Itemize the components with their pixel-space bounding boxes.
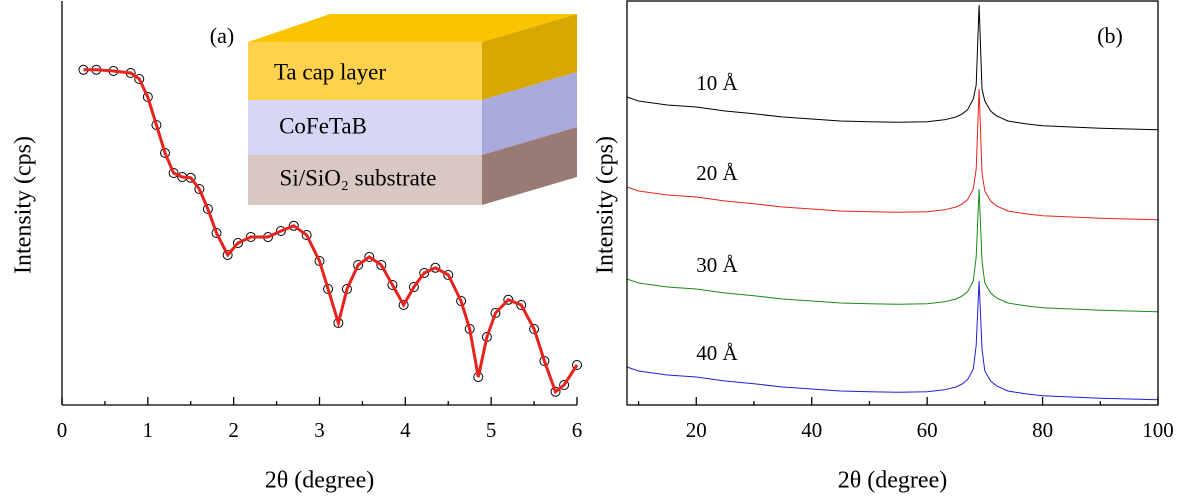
data-point xyxy=(430,262,441,273)
data-point xyxy=(550,386,561,397)
series-line xyxy=(626,4,1159,131)
x-axis-label: 2θ (degree) xyxy=(838,468,947,494)
data-point xyxy=(353,260,364,270)
series-line xyxy=(626,280,1159,401)
data-point xyxy=(559,380,570,390)
series-line xyxy=(626,88,1159,221)
data-point xyxy=(301,230,312,240)
substrate-side xyxy=(482,127,577,205)
panel-label: (b) xyxy=(1097,23,1123,48)
x-tick-label: 4 xyxy=(400,418,411,442)
series-label: 30 Å xyxy=(696,253,738,277)
x-tick-label: 3 xyxy=(314,418,325,442)
plot-frame xyxy=(626,0,1159,406)
x-tick-label: 40 xyxy=(801,418,822,442)
series-label: 10 Å xyxy=(696,71,738,95)
x-axis-label: 2θ (degree) xyxy=(265,468,374,494)
series-label: 20 Å xyxy=(696,161,738,185)
y-axis-label: Intensity (cps) xyxy=(593,136,619,274)
x-tick-label: 60 xyxy=(917,418,938,442)
data-point xyxy=(398,300,409,310)
x-tick-label: 100 xyxy=(1142,418,1174,442)
inset-label: Ta cap layer xyxy=(274,59,386,84)
data-point xyxy=(288,220,299,231)
data-point xyxy=(419,268,430,278)
series-line xyxy=(626,188,1159,313)
ta-side xyxy=(482,14,577,100)
cofetab-layer xyxy=(248,100,482,155)
y-axis-label: Intensity (cps) xyxy=(11,136,37,274)
data-point xyxy=(364,252,375,262)
data-point xyxy=(572,360,582,370)
series-line xyxy=(83,68,579,395)
data-point xyxy=(232,238,243,248)
inset-diagram xyxy=(248,14,577,205)
inset-label: Si/SiO₂ substrate xyxy=(280,165,437,190)
ta-layer xyxy=(248,42,482,100)
top-face xyxy=(248,14,577,42)
data-point xyxy=(134,74,145,84)
x-tick-label: 80 xyxy=(1032,418,1053,442)
x-tick-label: 1 xyxy=(143,418,154,442)
data-point xyxy=(168,168,179,178)
data-point xyxy=(376,260,387,270)
x-tick-label: 6 xyxy=(572,418,583,442)
data-point xyxy=(202,204,213,214)
data-point xyxy=(275,226,286,236)
data-point xyxy=(387,280,398,290)
x-tick-label: 0 xyxy=(57,418,68,442)
cofetab-side xyxy=(482,72,577,155)
x-tick-label: 2 xyxy=(228,418,239,442)
data-point xyxy=(408,282,419,292)
inset-label: CoFeTaB xyxy=(279,113,367,138)
panel-label: (a) xyxy=(210,23,234,48)
data-point xyxy=(194,184,205,194)
x-tick-label: 5 xyxy=(486,418,497,442)
x-tick-label: 20 xyxy=(686,418,707,442)
data-point xyxy=(516,300,527,310)
data-point xyxy=(503,294,514,305)
data-point xyxy=(211,228,222,238)
series-label: 40 Å xyxy=(696,341,738,365)
data-point xyxy=(443,270,454,280)
data-point xyxy=(222,250,233,260)
substrate-layer xyxy=(248,155,482,205)
